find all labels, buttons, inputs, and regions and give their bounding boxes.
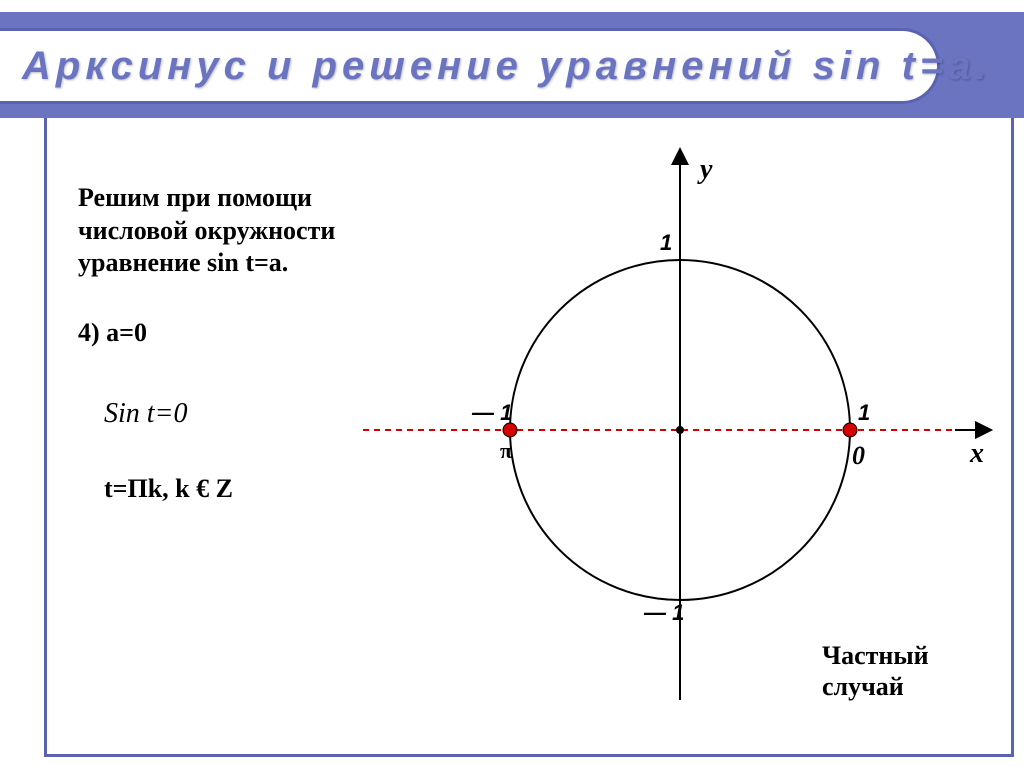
intro-line-2: числовой окружности: [78, 216, 335, 245]
unit-circle-diagram: y x 1 — 1 1 — 1 0 π: [360, 140, 1000, 720]
tick-right: 1: [858, 400, 870, 425]
page-title: Арксинус и решение уравнений sin t=a.: [0, 44, 992, 89]
tick-top: 1: [660, 230, 672, 255]
intro-text: Решим при помощи числовой окружности ура…: [78, 182, 408, 280]
equation: Sin t=0: [104, 398, 187, 430]
center-dot: [676, 426, 684, 434]
tick-bottom: — 1: [643, 600, 684, 625]
label-pi: π: [500, 438, 512, 463]
x-axis-label: x: [969, 438, 984, 469]
point-zero: [843, 423, 857, 437]
tick-left: — 1: [471, 400, 512, 425]
title-band: Арксинус и решение уравнений sin t=a.: [0, 28, 940, 104]
solution: t=Пk, k € Z: [104, 474, 233, 504]
intro-line-3: уравнение sin t=a.: [78, 248, 288, 277]
intro-line-1: Решим при помощи: [78, 183, 312, 212]
label-zero: 0: [852, 441, 865, 470]
y-axis-label: y: [697, 154, 713, 185]
case-label: 4) а=0: [78, 318, 147, 348]
point-pi: [503, 423, 517, 437]
